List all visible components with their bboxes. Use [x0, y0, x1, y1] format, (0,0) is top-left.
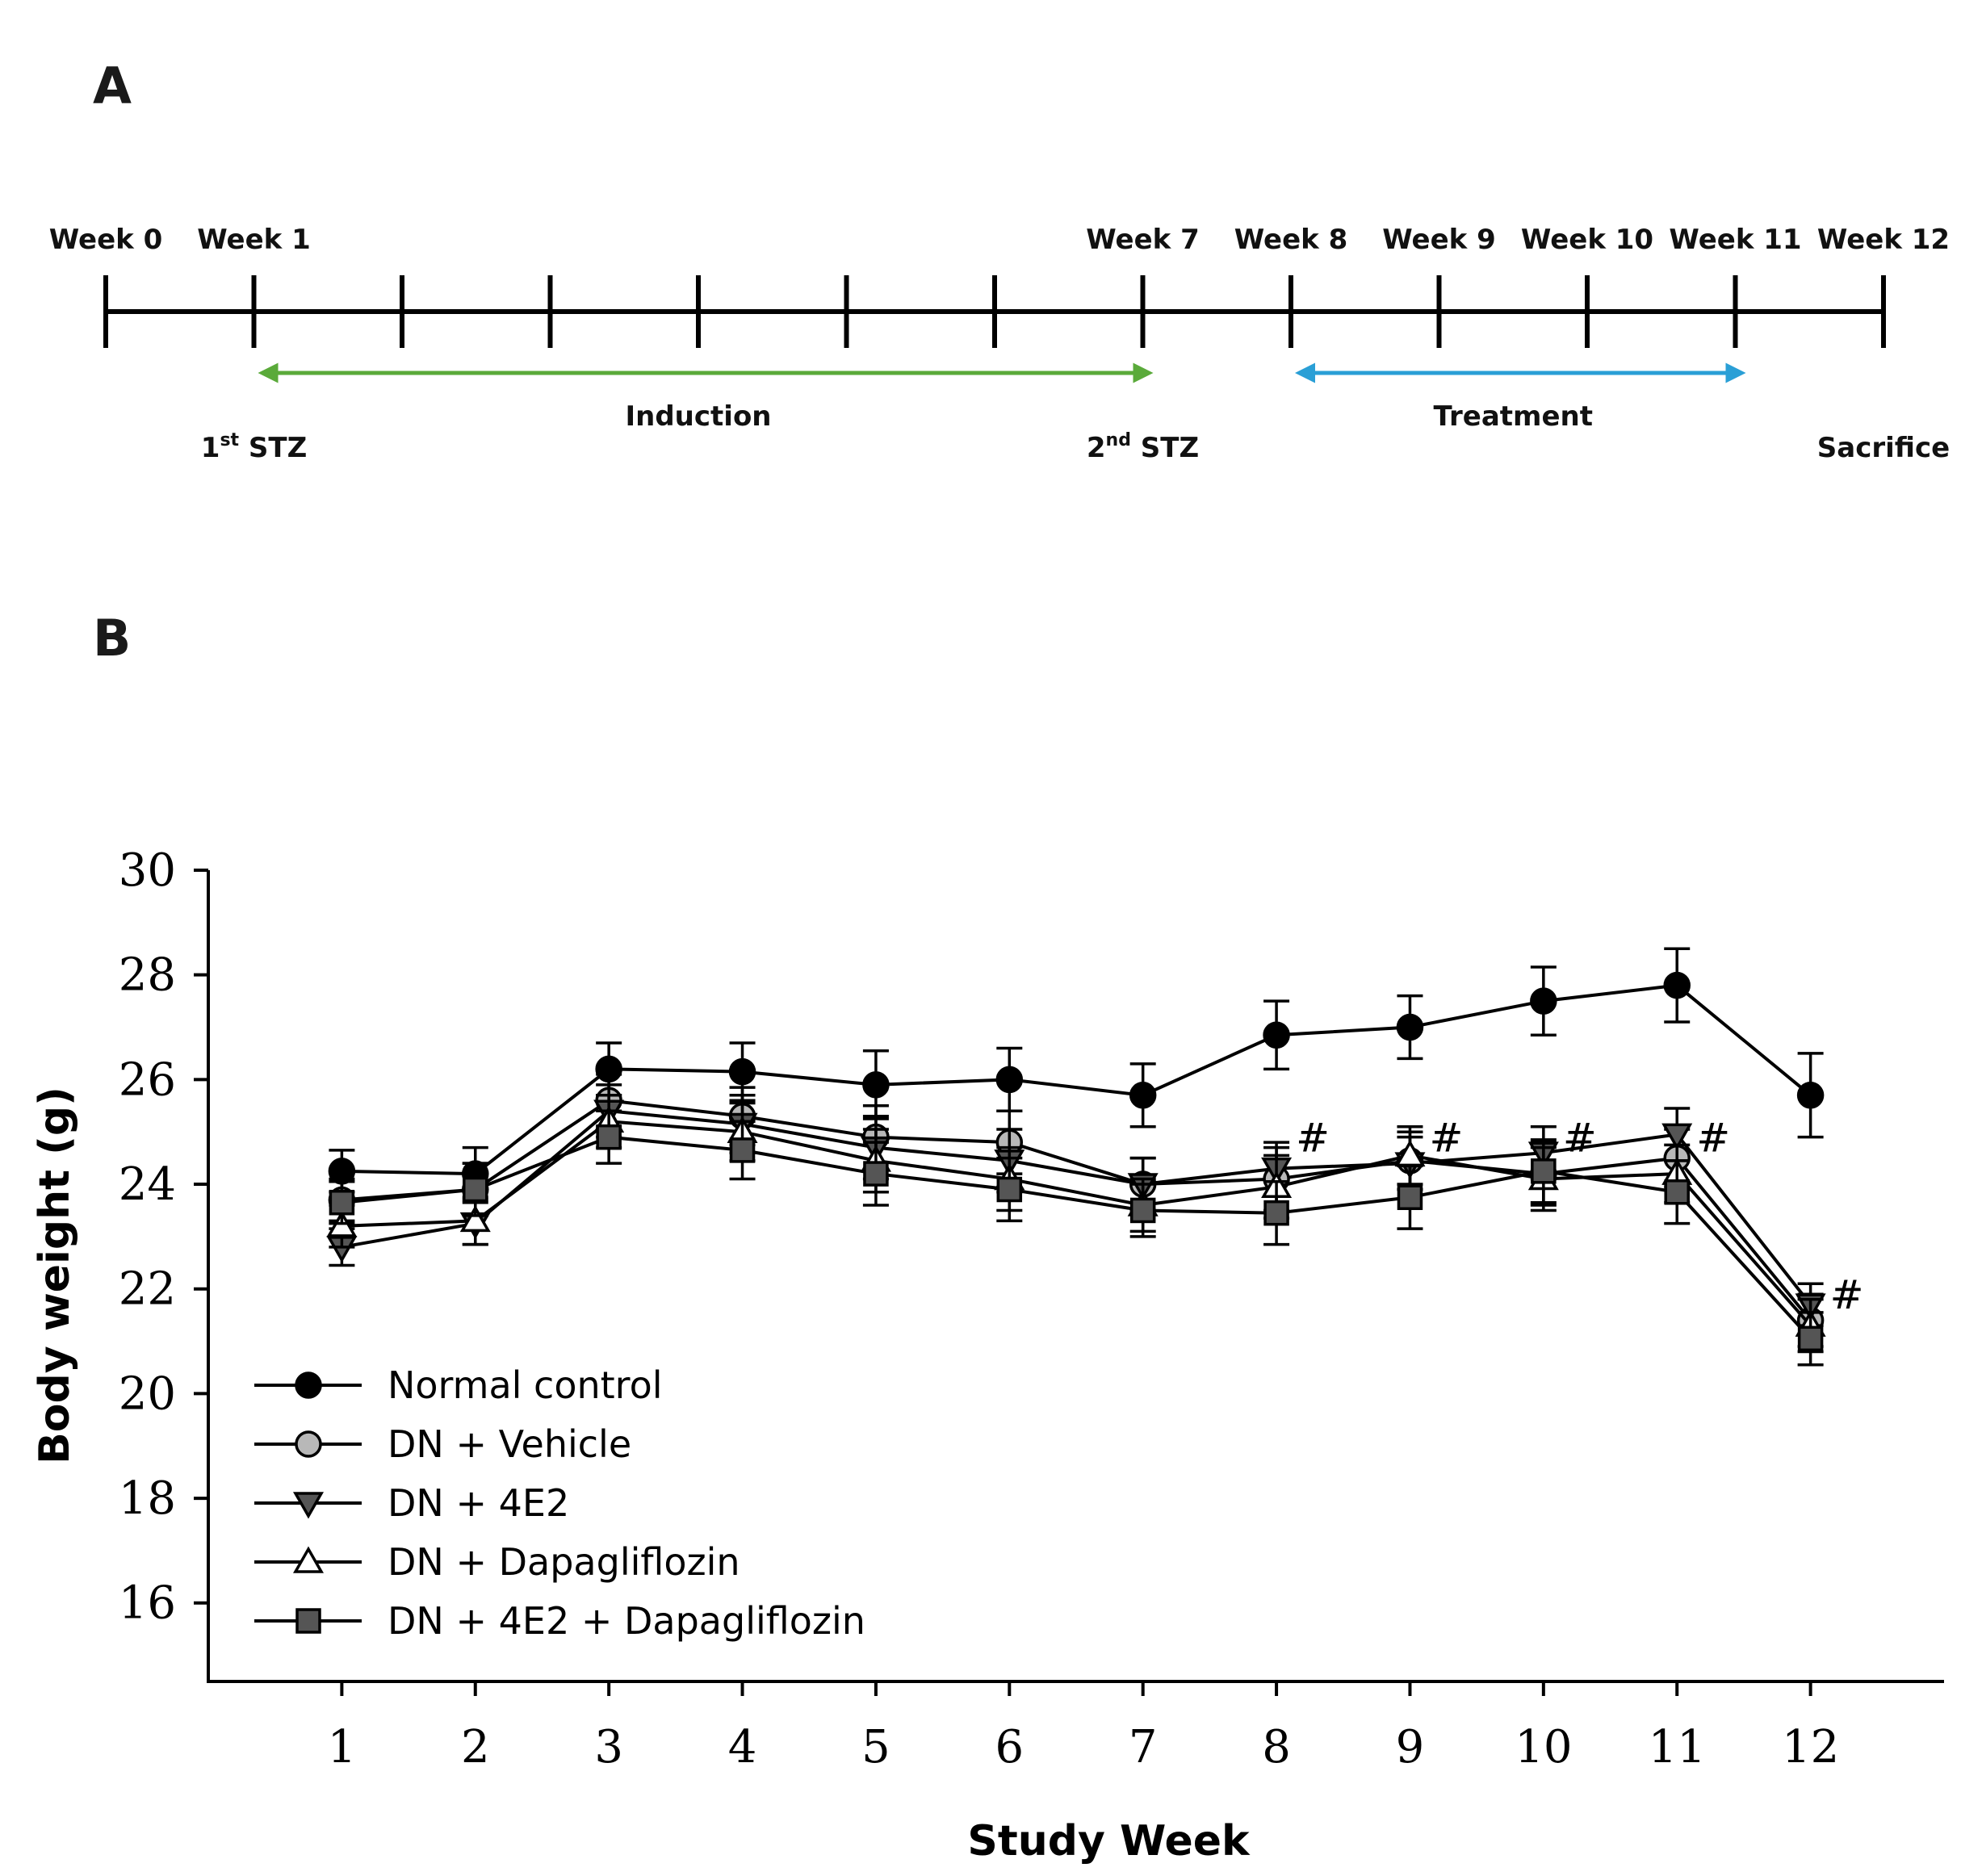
significance-marker: # — [1430, 1115, 1464, 1162]
data-point — [1664, 1179, 1690, 1205]
timeline: Week 0 Week 1 Week 7 Week 8 Week 9 Week 10 Wee… — [49, 224, 1950, 464]
data-point — [729, 1137, 756, 1163]
week-label: Week 0 — [49, 224, 163, 256]
data-point — [459, 1204, 491, 1233]
x-tick-label: 6 — [995, 1721, 1024, 1773]
data-point — [1129, 1082, 1157, 1109]
x-tick-label: 1 — [328, 1721, 357, 1773]
series-line — [341, 1135, 1812, 1340]
y-tick-label: 20 — [119, 1367, 176, 1420]
series-line — [341, 1109, 1812, 1306]
y-tick-label: 22 — [119, 1263, 176, 1316]
legend-label: DN + 4E2 + Dapagliflozin — [388, 1599, 865, 1643]
phase-label: Treatment — [1434, 400, 1593, 433]
legend-label: DN + Vehicle — [388, 1422, 631, 1466]
week-label: Week 9 — [1382, 224, 1496, 256]
legend-marker — [295, 1371, 322, 1399]
event-label-rest: STZ — [239, 432, 307, 464]
week-label: Week 1 — [197, 224, 311, 256]
y-tick-label: 26 — [119, 1053, 176, 1106]
data-point — [1531, 1158, 1557, 1184]
x-tick-label: 2 — [461, 1721, 490, 1773]
legend-label: Normal control — [388, 1363, 663, 1407]
y-axis-title: Body weight (g) — [31, 1087, 79, 1464]
event-label: Sacrifice — [1817, 432, 1950, 464]
event-label-base: 1 — [201, 432, 220, 464]
data-point — [463, 1176, 488, 1203]
significance-marker: # — [1296, 1115, 1330, 1162]
x-tick-label: 11 — [1649, 1721, 1706, 1773]
significance-marker: # — [1563, 1115, 1597, 1162]
event-label: 1st STZ — [201, 430, 307, 464]
x-tick-label: 5 — [861, 1721, 890, 1773]
x-axis-title: Study Week — [967, 1817, 1251, 1866]
series-dn-4e2-dapagliflozin — [329, 1109, 1824, 1367]
week-label: Week 12 — [1817, 224, 1950, 256]
significance-marker: # — [1830, 1271, 1864, 1318]
data-point — [862, 1071, 890, 1099]
data-point — [863, 1161, 889, 1187]
y-tick-label: 30 — [119, 844, 176, 897]
week-label: Week 10 — [1521, 224, 1653, 256]
y-tick-label: 16 — [119, 1577, 176, 1630]
data-point — [1263, 1200, 1289, 1226]
event-label-rest: STZ — [1131, 432, 1199, 464]
x-tick-label: 10 — [1515, 1721, 1572, 1773]
data-point — [1797, 1325, 1824, 1352]
week-label: Week 7 — [1086, 224, 1200, 256]
week-label: Week 8 — [1234, 224, 1348, 256]
event-label-base: Sacrifice — [1817, 432, 1950, 464]
series-dn-vehicle — [328, 1073, 1825, 1348]
data-point — [1396, 1013, 1424, 1041]
legend-marker — [292, 1492, 325, 1519]
panel-label-a: A — [93, 57, 132, 115]
legend-marker — [292, 1546, 325, 1573]
data-point — [995, 1066, 1024, 1094]
event-label-sup: nd — [1106, 430, 1131, 450]
panel-label-b: B — [93, 609, 131, 668]
data-point — [996, 1176, 1023, 1203]
series-dn-4e2 — [326, 1083, 1826, 1327]
legend-label: DN + Dapagliflozin — [388, 1540, 740, 1584]
data-point — [1129, 1197, 1156, 1224]
x-tick-label: 3 — [594, 1721, 623, 1773]
significance-marker: # — [1696, 1115, 1730, 1162]
series-line — [341, 1120, 1812, 1327]
legend-marker — [295, 1608, 321, 1634]
data-point — [596, 1124, 622, 1150]
legend-label: DN + 4E2 — [388, 1481, 569, 1525]
event-label-sup: st — [220, 430, 239, 450]
data-point — [1397, 1184, 1423, 1210]
series-dn-dapagliflozin — [326, 1094, 1826, 1354]
series-line — [341, 983, 1812, 1176]
data-point — [1661, 1123, 1693, 1150]
event-label-base: 2 — [1087, 432, 1106, 464]
y-tick-label: 28 — [119, 949, 176, 1002]
data-point — [728, 1057, 756, 1086]
data-point — [1663, 971, 1691, 999]
x-tick-label: 8 — [1262, 1721, 1291, 1773]
x-tick-label: 7 — [1129, 1721, 1158, 1773]
legend-marker — [295, 1430, 322, 1458]
data-point — [1263, 1021, 1290, 1049]
week-label: Week 11 — [1669, 224, 1801, 256]
series-line — [341, 1099, 1812, 1321]
x-tick-label: 9 — [1396, 1721, 1425, 1773]
x-tick-label: 4 — [728, 1721, 757, 1773]
legend: Normal control DN + Vehicle DN + 4E2 DN + D… — [254, 1363, 865, 1643]
phase-label: Induction — [625, 400, 771, 433]
event-label: 2nd STZ — [1087, 430, 1199, 464]
data-point — [1796, 1082, 1825, 1109]
y-tick-label: 24 — [119, 1158, 176, 1211]
data-point — [1530, 987, 1557, 1015]
data-point — [329, 1189, 355, 1216]
y-tick-label: 18 — [119, 1472, 176, 1525]
x-tick-label: 12 — [1782, 1721, 1839, 1773]
